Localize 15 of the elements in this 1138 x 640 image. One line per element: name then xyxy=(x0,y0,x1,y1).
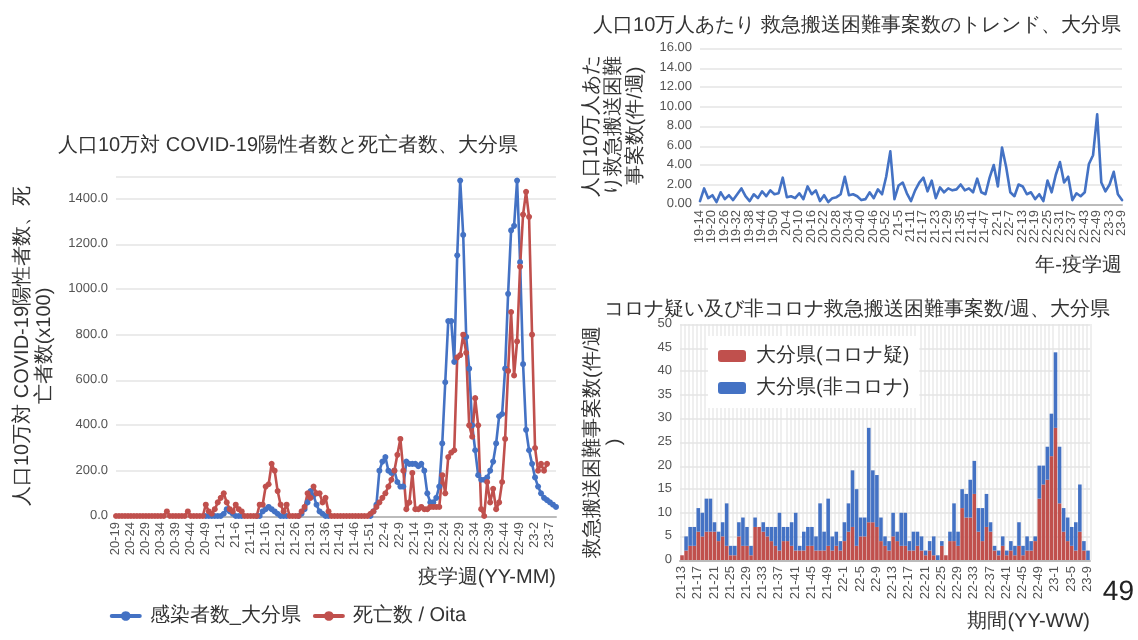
y-axis-title: 人口10万人あたり救急搬送困難事案数(件/週) xyxy=(581,54,647,198)
x-axis-title: 年-疫学週 xyxy=(1035,253,1122,277)
chart-title: 人口10万人あたり 救急搬送困難事案数のトレンド、大分県 xyxy=(593,13,1121,37)
legend-label: 大分県(コロナ疑) xyxy=(756,343,910,367)
chart-title: コロナ疑い及び非コロナ救急搬送困難事案数/週、大分県 xyxy=(604,297,1110,321)
y-axis-title: 救急搬送困難事案数(件/週) xyxy=(580,325,626,561)
chart-title: 人口10万対 COVID-19陽性者数と死亡者数、大分県 xyxy=(57,133,519,157)
y-axis-title: 人口10万対 COVID-19陽性者数、死亡者数(x100) xyxy=(10,185,56,507)
x-axis-title: 期間(YY-WW) xyxy=(967,609,1090,633)
text: 49 xyxy=(1102,574,1135,606)
legend-label: 大分県(非コロナ) xyxy=(756,375,910,399)
legend-label: 死亡数 / Oita xyxy=(352,603,468,627)
x-axis-title: 疫学週(YY-MM) xyxy=(417,565,556,589)
line-series xyxy=(698,113,1124,204)
legend-label: 感染者数_大分県 xyxy=(149,603,301,627)
